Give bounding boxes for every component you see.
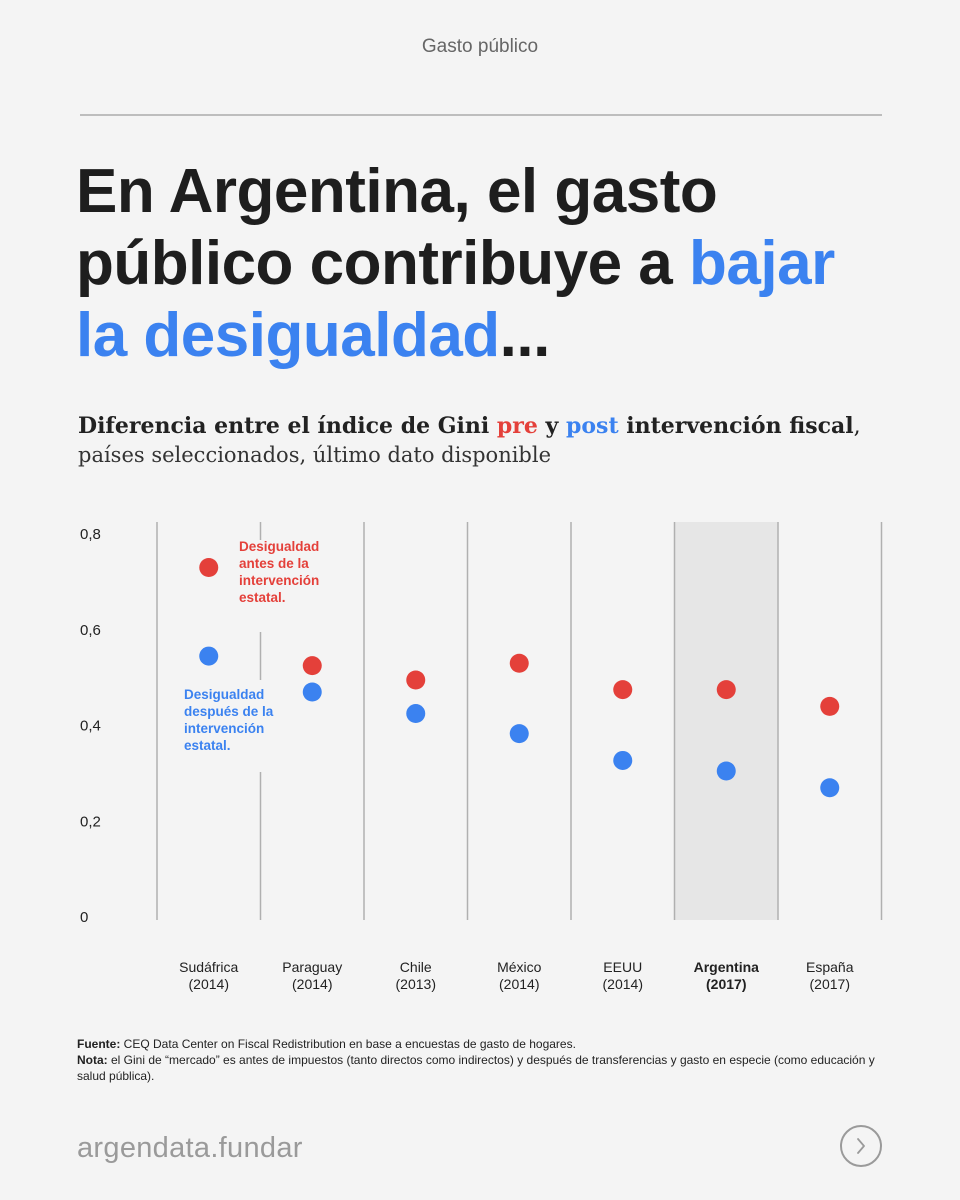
pre-point-0 [199,558,219,578]
y-tick-label: 0,6 [80,622,101,639]
page-title: En Argentina, el gasto público contribuy… [76,156,896,372]
subtitle-comma: , [853,414,861,439]
next-slide-button[interactable] [840,1125,882,1167]
post-series-label: Desigualdad [184,687,264,702]
chevron-right-icon [857,1138,865,1154]
subtitle-post: post [566,413,619,439]
note-text: el Gini de “mercado” es antes de impuest… [77,1053,875,1083]
pre-point-4 [613,680,633,700]
x-tick-label-year: (2017) [810,976,850,992]
post-point-4 [613,750,633,770]
y-axis: 0 0,2 0,4 0,6 0,8 [80,526,101,926]
x-tick-label-name: Paraguay [282,959,342,975]
method-note: Nota: el Gini de “mercado” es antes de i… [77,1052,887,1084]
header-divider [80,114,882,116]
x-tick-label-name: EEUU [603,959,642,975]
pre-point-5 [716,680,736,700]
source-note: Fuente: CEQ Data Center on Fiscal Redist… [77,1036,887,1052]
post-label-bg [176,680,281,772]
highlight-layer [674,522,778,920]
subtitle-lead: Diferencia entre el índice de Gini [78,413,497,439]
separator-layer [156,522,883,920]
chart-subtitle: Diferencia entre el índice de Gini pre y… [78,412,898,470]
subtitle-tail: intervención fiscal [618,413,854,439]
x-tick-label-year: (2014) [603,976,643,992]
subtitle-mid: y [537,413,566,439]
x-axis-labels: Sudáfrica(2014)Paraguay(2014)Chile(2013)… [179,959,854,992]
title-highlight: bajar la desigualdad [76,229,835,370]
subtitle-pre: pre [496,413,538,439]
pre-point-6 [820,696,840,716]
source-label: Fuente: [77,1037,121,1051]
note-label: Nota: [77,1053,108,1067]
data-points [199,558,840,798]
post-point-6 [820,778,840,798]
x-tick-label-name: España [806,959,854,975]
post-series-label: intervención [184,721,264,736]
pre-label-bg [232,540,328,632]
pre-point-1 [302,656,322,676]
y-tick-label: 0 [80,909,88,926]
post-point-1 [302,682,322,702]
subtitle-line-1: Diferencia entre el índice de Gini pre y… [78,412,898,441]
x-tick-label-year: (2013) [396,976,436,992]
pre-point-3 [509,653,529,673]
x-tick-label-year: (2014) [499,976,539,992]
chart-footnotes: Fuente: CEQ Data Center on Fiscal Redist… [77,1036,887,1084]
pre-series-label: Desigualdad [239,539,319,554]
post-point-3 [509,724,529,744]
title-part-1: En Argentina, el gasto público contribuy… [76,157,718,298]
post-point-5 [716,761,736,781]
subtitle-line-2: países seleccionados, último dato dispon… [78,443,552,467]
section-topic: Gasto público [421,36,539,57]
x-tick-label-name: México [497,959,542,975]
x-tick-label-year: (2014) [189,976,229,992]
brand-logo-text: argendata.fundar [77,1132,303,1164]
post-point-0 [199,646,219,666]
source-text: CEQ Data Center on Fiscal Redistribution… [120,1037,576,1051]
post-point-2 [406,704,426,724]
x-tick-label-year: (2014) [292,976,332,992]
y-tick-label: 0,8 [80,526,101,543]
gini-dot-chart: 00,20,40,60,8 Sudáfrica(2014)Paraguay(20… [80,522,883,992]
title-ellipsis: ... [499,301,551,370]
x-tick-label-name: Argentina [694,959,760,975]
y-tick-label: 0,2 [80,813,101,830]
pre-series-label: antes de la [239,556,309,571]
y-tick-label: 0,4 [80,718,101,735]
pre-point-2 [406,670,426,690]
pre-series-label: intervención [239,573,319,588]
x-tick-label-name: Sudáfrica [179,959,238,975]
x-tick-label-year: (2017) [706,976,746,992]
post-series-label: estatal. [184,738,231,753]
highlight-column-5 [674,522,778,920]
x-tick-label-name: Chile [400,959,432,975]
pre-series-label: estatal. [239,590,286,605]
label-background-layer [176,540,328,772]
post-series-label: después de la [184,704,274,719]
series-annotations: Desigualdad antes de la intervención estata… [184,539,319,753]
